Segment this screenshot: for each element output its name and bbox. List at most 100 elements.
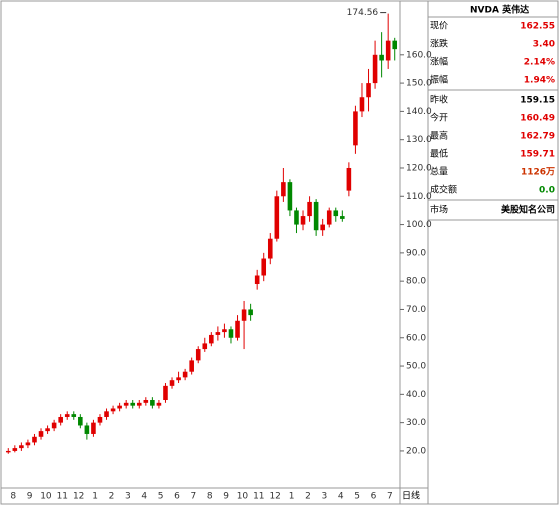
row-value: 162.79	[520, 132, 555, 142]
y-tick-label: 80.0	[406, 277, 426, 287]
row-value: 2.14%	[524, 58, 555, 68]
y-tick-label: 100.0	[406, 220, 432, 230]
candle-body	[346, 167, 352, 191]
y-tick-label: 150.0	[406, 79, 432, 89]
row-label: 今开	[430, 112, 448, 124]
period-label: 日线	[402, 490, 420, 502]
candle-body	[176, 377, 181, 381]
y-tick-label: 60.0	[406, 333, 426, 343]
row-value: 0.0	[539, 186, 555, 196]
x-tick-label: 2	[305, 492, 311, 502]
x-tick-label: 11	[253, 492, 264, 502]
x-tick-label: 8	[207, 492, 213, 502]
candle-body	[366, 83, 371, 98]
y-tick-label: 130.0	[406, 135, 432, 145]
row-value: 159.15	[520, 96, 555, 106]
row-value: 159.71	[520, 150, 555, 160]
x-tick-label: 10	[237, 492, 249, 502]
row-label: 现价	[430, 21, 448, 32]
candle-body	[104, 411, 109, 417]
x-tick-label: 12	[269, 492, 280, 502]
candle-body	[294, 210, 299, 225]
y-tick-label: 50.0	[406, 362, 426, 372]
row-label: 市场	[430, 204, 448, 216]
y-tick-label: 120.0	[406, 163, 432, 173]
candle-body	[169, 380, 175, 386]
panel-title: NVDA 英伟达	[470, 4, 529, 16]
candle-body	[130, 402, 136, 406]
y-tick-label: 90.0	[406, 248, 426, 258]
candle-body	[182, 371, 188, 378]
candle-body	[340, 216, 345, 219]
candle-body	[136, 402, 142, 406]
x-tick-label: 12	[73, 492, 84, 502]
y-tick-label: 110.0	[406, 192, 432, 202]
candle-body	[123, 402, 129, 406]
x-tick-label: 2	[109, 492, 115, 502]
row-label: 成交额	[430, 184, 457, 196]
candle-body	[333, 210, 339, 217]
row-value: 美股知名公司	[501, 204, 555, 216]
candle-body	[209, 334, 214, 344]
row-label: 最低	[430, 148, 448, 160]
row-label: 振幅	[430, 74, 448, 86]
candle-body	[261, 258, 267, 276]
x-tick-label: 3	[321, 492, 327, 502]
candle-body	[51, 422, 57, 429]
x-tick-label: 10	[40, 492, 52, 502]
candle-body	[32, 436, 37, 443]
candle-body	[254, 275, 260, 284]
row-label: 总量	[430, 166, 448, 178]
candle-body	[274, 196, 280, 239]
candle-body	[195, 349, 201, 361]
candle-body	[228, 329, 234, 338]
candle-body	[320, 224, 325, 231]
y-tick-label: 40.0	[406, 390, 426, 400]
candle-body	[189, 360, 194, 372]
y-tick-label: 20.0	[406, 446, 426, 456]
candle-body	[110, 408, 116, 412]
x-tick-label: 8	[10, 492, 16, 502]
candle-body	[267, 238, 273, 259]
candle-body	[392, 40, 398, 50]
x-tick-label: 11	[57, 492, 68, 502]
y-tick-label: 70.0	[406, 305, 426, 315]
candle-body	[241, 309, 247, 321]
row-value: 1.94%	[524, 76, 555, 86]
candle-body	[58, 416, 63, 423]
candle-body	[84, 425, 90, 434]
x-tick-label: 4	[338, 492, 344, 502]
candle-body	[326, 210, 332, 225]
row-label: 涨跌	[430, 39, 448, 50]
candle-body	[117, 405, 122, 409]
candle-body	[281, 182, 286, 197]
row-value: 162.55	[520, 22, 555, 32]
x-tick-label: 7	[387, 492, 393, 502]
y-tick-label: 160.0	[406, 50, 432, 60]
candle-body	[385, 40, 391, 61]
row-label: 最高	[430, 130, 448, 142]
candle-body	[78, 416, 83, 426]
candle-body	[222, 329, 227, 333]
candle-body	[91, 422, 96, 434]
candle-body	[64, 414, 70, 417]
candle-body	[12, 448, 18, 451]
y-tick-label: 30.0	[406, 418, 426, 428]
candle-body	[379, 54, 384, 61]
candle-body	[202, 343, 208, 350]
candle-body	[19, 445, 24, 449]
candle-body	[163, 385, 168, 401]
candle-body	[45, 428, 50, 432]
candle-body	[143, 400, 149, 403]
x-tick-label: 4	[141, 492, 147, 502]
candle-body	[25, 442, 31, 446]
row-value: 3.40	[533, 40, 555, 50]
candle-body	[313, 201, 319, 231]
candle-body	[307, 201, 312, 217]
candle-body	[353, 111, 358, 146]
x-tick-label: 5	[354, 492, 360, 502]
candle-body	[287, 182, 293, 211]
candle-body	[156, 402, 162, 406]
candle-body	[372, 54, 378, 84]
